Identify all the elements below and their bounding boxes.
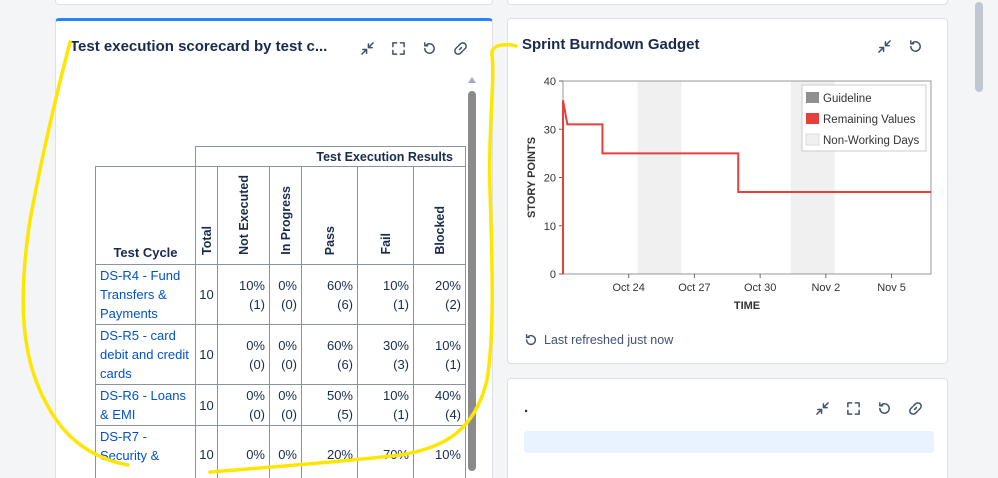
scorecard-table-viewport[interactable]: Test Execution Results Test Cycle Total …	[56, 73, 472, 478]
not-executed-cell: 0% (0)	[217, 324, 270, 385]
pass-cell: 20%	[301, 425, 358, 478]
in-progress-cell: 0%	[269, 425, 302, 478]
legend-swatch	[805, 133, 820, 146]
y-tick-label: 0	[550, 269, 556, 281]
col-blocked: Blocked	[413, 166, 466, 265]
blocked-cell: 10%	[413, 425, 466, 478]
legend-swatch	[806, 113, 819, 124]
blocked-cell: 10% (1)	[413, 324, 466, 385]
col-not-executed: Not Executed	[217, 166, 270, 265]
y-tick-label: 40	[544, 77, 556, 88]
not-executed-cell: 0%	[217, 425, 270, 478]
cycle-link[interactable]: DS-R5 - card debit and credit cards	[95, 324, 196, 385]
fail-cell: 70%	[357, 425, 414, 478]
blocked-cell: 40% (4)	[413, 384, 466, 426]
group-header: Test Execution Results	[195, 146, 466, 167]
pass-cell: 50% (5)	[301, 384, 358, 426]
y-tick-label: 20	[544, 173, 556, 185]
legend-entry: Guideline	[823, 93, 872, 105]
scorecard-actions	[357, 38, 470, 58]
third-actions	[812, 398, 925, 418]
x-tick-label: Oct 27	[678, 282, 710, 294]
not-executed-cell: 0% (0)	[217, 384, 270, 426]
refresh-text: Last refreshed just now	[544, 333, 674, 347]
x-tick-label: Nov 5	[877, 282, 906, 294]
scroll-up-icon[interactable]	[468, 77, 476, 83]
third-title: .	[524, 399, 529, 416]
total-cell: 10	[195, 425, 218, 478]
nonworking-band	[637, 81, 682, 274]
col-test-cycle: Test Cycle	[95, 166, 196, 265]
scorecard-title: Test execution scorecard by test c...	[70, 38, 328, 55]
refresh-icon[interactable]	[905, 36, 925, 56]
y-tick-label: 30	[544, 124, 556, 136]
page-scrollbar-thumb[interactable]	[975, 2, 983, 92]
fail-cell: 10% (1)	[357, 384, 414, 426]
fail-cell: 10% (1)	[357, 264, 414, 325]
minimize-icon[interactable]	[874, 36, 894, 56]
cycle-link[interactable]: DS-R4 - Fund Transfers & Payments	[95, 264, 196, 325]
x-axis-label: TIME	[734, 300, 760, 312]
prev-gadget-edge-right	[507, 0, 948, 5]
col-in-progress: In Progress	[269, 166, 302, 265]
pass-cell: 60% (6)	[301, 264, 358, 325]
cycle-link[interactable]: DS-R6 - Loans & EMI	[95, 384, 196, 426]
scorecard-table: Test Execution Results Test Cycle Total …	[95, 146, 466, 478]
minimize-icon[interactable]	[812, 398, 832, 418]
col-total: Total	[195, 166, 218, 265]
pass-cell: 60% (6)	[301, 324, 358, 385]
in-progress-cell: 0% (0)	[269, 384, 302, 426]
scorecard-gadget: Test execution scorecard by test c... Te…	[55, 18, 493, 478]
remaining-values-line	[562, 100, 931, 274]
in-progress-cell: 0% (0)	[269, 264, 302, 325]
not-executed-cell: 10% (1)	[217, 264, 270, 325]
link-icon[interactable]	[450, 38, 470, 58]
minimize-icon[interactable]	[357, 38, 377, 58]
in-progress-cell: 0% (0)	[269, 324, 302, 385]
link-icon[interactable]	[905, 398, 925, 418]
third-content-bar[interactable]	[524, 431, 934, 453]
col-pass: Pass	[301, 166, 358, 265]
corner-cell	[96, 147, 196, 167]
blocked-cell: 20% (2)	[413, 264, 466, 325]
total-cell: 10	[195, 324, 218, 385]
burndown-gadget: Sprint Burndown Gadget 0 10 20 30 40 Oct 24 Oc…	[507, 18, 948, 364]
refresh-small-icon	[525, 334, 537, 346]
page-scrollbar[interactable]	[975, 0, 983, 478]
refresh-icon[interactable]	[874, 398, 894, 418]
fullscreen-icon[interactable]	[843, 398, 863, 418]
burndown-actions	[874, 36, 925, 56]
x-tick-label: Oct 30	[744, 282, 776, 294]
cycle-link[interactable]: DS-R7 - Security &	[95, 425, 196, 478]
burndown-title: Sprint Burndown Gadget	[522, 36, 700, 53]
legend-entry: Remaining Values	[823, 114, 916, 126]
total-cell: 10	[195, 264, 218, 325]
total-cell: 10	[195, 384, 218, 426]
col-fail: Fail	[357, 166, 414, 265]
y-tick-label: 10	[544, 221, 556, 233]
legend-entry: Non-Working Days	[823, 135, 920, 147]
x-tick-label: Nov 2	[811, 282, 840, 294]
table-scrollbar[interactable]	[468, 77, 476, 477]
prev-gadget-edge-left	[55, 0, 493, 5]
fullscreen-icon[interactable]	[388, 38, 408, 58]
legend-box	[801, 84, 927, 152]
table-row: DS-R5 - card debit and credit cards 10 0…	[95, 324, 466, 385]
x-tick-label: Oct 24	[613, 282, 645, 294]
third-gadget: .	[507, 378, 948, 478]
table-row: DS-R4 - Fund Transfers & Payments 10 10%…	[95, 264, 466, 325]
legend-swatch	[806, 92, 819, 103]
scrollbar-thumb[interactable]	[468, 91, 476, 471]
fail-cell: 30% (3)	[357, 324, 414, 385]
table-row: DS-R7 - Security & 10 0% 0% 20% 70% 10%	[95, 425, 466, 478]
y-axis-label: STORY POINTS	[526, 137, 538, 218]
table-row: DS-R6 - Loans & EMI 10 0% (0) 0% (0) 50% (5…	[95, 384, 466, 426]
burndown-chart: 0 10 20 30 40 Oct 24 Oct 27 Oct 30 Nov 2 Nov 5 TIM…	[526, 77, 932, 312]
refresh-icon[interactable]	[419, 38, 439, 58]
last-refreshed: Last refreshed just now	[524, 333, 673, 347]
